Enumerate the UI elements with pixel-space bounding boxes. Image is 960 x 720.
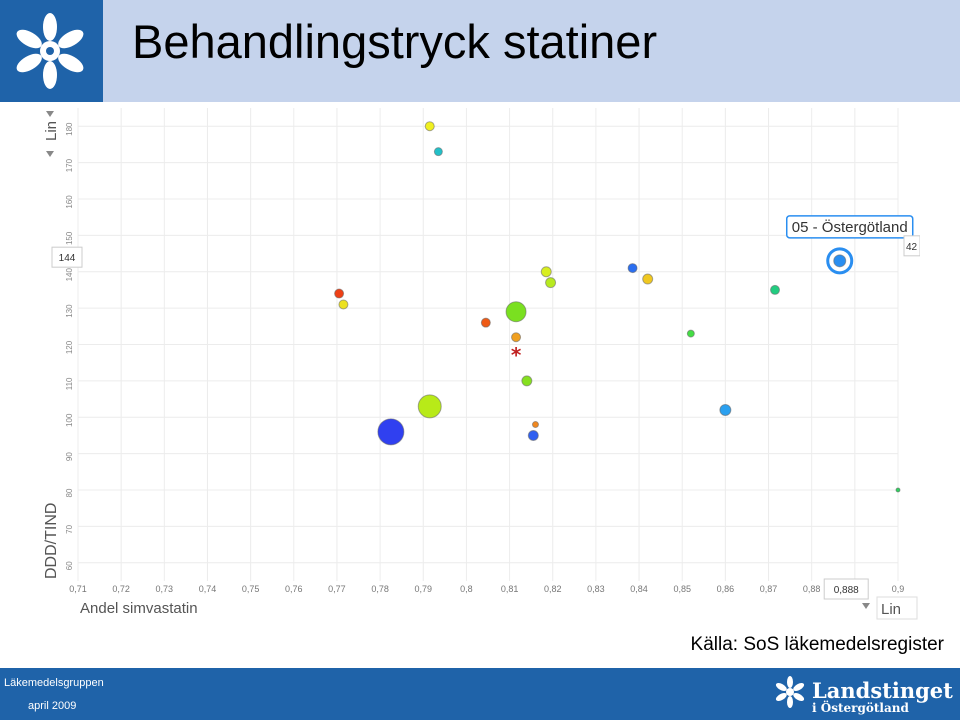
- x-scale-box[interactable]: [876, 596, 918, 620]
- footer-bar: [0, 668, 960, 720]
- data-point[interactable]: [719, 403, 732, 416]
- data-point[interactable]: [686, 329, 695, 338]
- data-point[interactable]: [527, 429, 539, 441]
- x-tick-label: 0,85: [673, 584, 691, 594]
- logo-box: [0, 0, 103, 102]
- x-tick-label: 0,83: [587, 584, 605, 594]
- footer-group: Läkemedelsgruppen: [4, 677, 104, 689]
- x-scale-selector[interactable]: Lin: [881, 601, 901, 618]
- x-tick-label: 0,9: [892, 584, 905, 594]
- brand-subtitle: i Östergötland: [812, 701, 909, 715]
- y-readout-box: [51, 246, 83, 268]
- highlight-ring: [826, 247, 854, 275]
- x-tick-label: 0,78: [371, 584, 389, 594]
- y-readout: 144: [59, 253, 76, 264]
- y-tick-label: 150: [65, 231, 74, 245]
- y-tick-label: 70: [65, 524, 74, 533]
- x-tick-label: 0,79: [414, 584, 432, 594]
- y-tick-label: 170: [65, 158, 74, 172]
- y-axis-label: DDD/TIND: [43, 503, 60, 579]
- x-tick-label: 0,81: [501, 584, 519, 594]
- data-point[interactable]: [433, 147, 443, 157]
- x-tick-label: 0,73: [156, 584, 174, 594]
- chart-svg: 60 70 80 90 100 110 120 130 140 150 160 170 180 0,71…: [38, 103, 921, 621]
- data-point[interactable]: [480, 317, 491, 328]
- data-point[interactable]: [377, 418, 405, 446]
- y-tick-label: 60: [65, 561, 74, 570]
- data-point[interactable]: [540, 266, 552, 278]
- y-tick-label: 140: [65, 268, 74, 282]
- footer-date: april 2009: [28, 700, 77, 712]
- y-scale-arrow2-icon: [46, 151, 54, 157]
- y-scale-arrow-icon[interactable]: [46, 111, 54, 117]
- right-readout: 42: [906, 242, 918, 253]
- x-tick-label: 0,8: [460, 584, 473, 594]
- data-point[interactable]: [334, 288, 345, 299]
- page-title: Behandlingstryck statiner: [132, 15, 658, 68]
- x-tick-label: 0,86: [717, 584, 735, 594]
- x-tick-label: 0,84: [630, 584, 648, 594]
- x-tick-label: 0,72: [112, 584, 130, 594]
- data-point[interactable]: [545, 277, 557, 289]
- data-point[interactable]: [833, 254, 847, 268]
- x-tick-label: 0,75: [242, 584, 260, 594]
- highlight-label: 05 - Östergötland: [792, 218, 908, 236]
- y-tick-label: 160: [65, 195, 74, 209]
- data-point[interactable]: [627, 263, 638, 274]
- data-point[interactable]: [521, 375, 533, 387]
- data-point[interactable]: [531, 421, 539, 429]
- y-tick-label: 120: [65, 340, 74, 354]
- data-point[interactable]: [505, 301, 527, 323]
- y-tick-label: 180: [65, 122, 74, 136]
- x-tick-label: 0,76: [285, 584, 303, 594]
- y-tick-labels: 60 70 80 90 100 110 120 130 140 150 160 170 180: [65, 122, 74, 570]
- x-tick-label: 0,82: [544, 584, 562, 594]
- highlight-group: * 05 - Östergötland 144 0,888 42: [51, 215, 921, 600]
- data-point[interactable]: [338, 299, 349, 310]
- data-point[interactable]: [895, 487, 901, 493]
- x-readout: 0,888: [834, 585, 859, 596]
- marker-star: *: [511, 343, 522, 367]
- data-point[interactable]: [642, 273, 654, 285]
- data-point[interactable]: [424, 121, 435, 132]
- x-scale-arrow-icon[interactable]: [862, 603, 870, 609]
- brand-name: Landstinget: [812, 678, 953, 703]
- x-tick-label: 0,71: [69, 584, 87, 594]
- y-tick-label: 90: [65, 452, 74, 461]
- data-point[interactable]: [770, 284, 780, 295]
- y-tick-label: 80: [65, 488, 74, 497]
- x-tick-label: 0,74: [199, 584, 217, 594]
- y-tick-label: 100: [65, 413, 74, 427]
- chart-grid: [77, 108, 899, 581]
- x-tick-label: 0,77: [328, 584, 346, 594]
- x-axis-label: Andel simvastatin: [80, 600, 198, 617]
- data-point[interactable]: [417, 394, 442, 419]
- x-readout-box: [823, 578, 869, 600]
- x-tick-label: 0,88: [803, 584, 821, 594]
- bubble-chart: 60 70 80 90 100 110 120 130 140 150 160 170 180 0,71…: [38, 103, 921, 621]
- y-tick-label: 130: [65, 304, 74, 318]
- data-points: [334, 121, 901, 493]
- highlight-label-box: [785, 215, 914, 239]
- data-point[interactable]: [511, 332, 522, 343]
- snowflake-logo-icon: [16, 13, 84, 89]
- header-bar: [0, 0, 960, 102]
- brand-snowflake-icon: [775, 676, 805, 708]
- x-tick-label: 0,87: [760, 584, 778, 594]
- y-scale-selector[interactable]: Lin: [43, 121, 60, 141]
- source-note: Källa: SoS läkemedelsregister: [690, 634, 944, 655]
- y-tick-label: 110: [65, 377, 74, 390]
